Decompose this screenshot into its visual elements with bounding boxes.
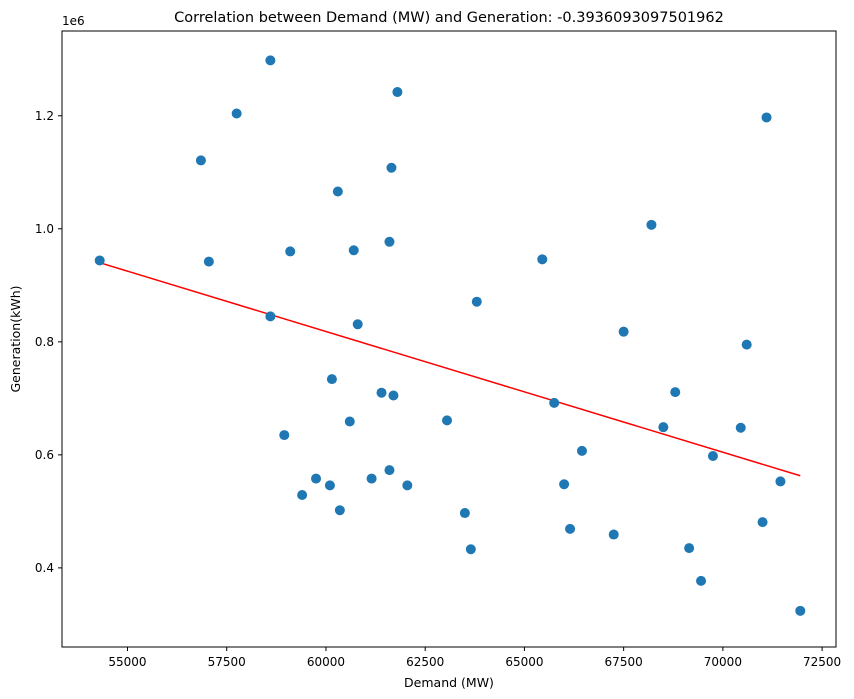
- scatter-point: [658, 422, 669, 433]
- scatter-point: [326, 374, 337, 385]
- scatter-point: [646, 219, 657, 230]
- y-tick-label: 1.2: [35, 109, 54, 123]
- scatter-point: [608, 529, 619, 540]
- scatter-point: [297, 489, 308, 500]
- scatter-point: [384, 465, 395, 476]
- scatter-point: [707, 450, 718, 461]
- scatter-point: [696, 575, 707, 586]
- y-axis-label: Generation(kWh): [8, 285, 23, 392]
- scatter-point: [471, 296, 482, 307]
- scatter-point: [442, 415, 453, 426]
- scatter-point: [670, 387, 681, 398]
- scatter-point: [684, 543, 695, 554]
- x-tick-label: 72500: [803, 655, 841, 669]
- x-tick-label: 65000: [505, 655, 543, 669]
- trend-line-layer: [99, 261, 801, 477]
- scatter-point: [757, 517, 768, 528]
- scatter-point: [366, 473, 377, 484]
- scatter-point: [761, 112, 772, 123]
- scatter-point: [285, 246, 296, 257]
- scatter-point: [352, 319, 363, 330]
- scatter-point: [332, 186, 343, 197]
- scatter-point: [388, 390, 399, 401]
- scatter-point: [311, 473, 322, 484]
- scatter-point: [265, 55, 276, 66]
- scatter-point: [195, 155, 206, 166]
- x-tick-label: 60000: [307, 655, 345, 669]
- scatter-point: [795, 605, 806, 616]
- regression-line: [99, 261, 801, 477]
- scatter-point: [735, 422, 746, 433]
- x-tick-label: 55000: [108, 655, 146, 669]
- scatter-point: [565, 523, 576, 534]
- scatter-point: [94, 255, 105, 266]
- scatter-point: [559, 479, 570, 490]
- y-tick-label: 0.8: [35, 335, 54, 349]
- scatter-point: [279, 430, 290, 441]
- scatter-point: [386, 162, 397, 173]
- x-tick-label: 67500: [605, 655, 643, 669]
- scatter-point: [348, 245, 359, 256]
- scatter-point: [231, 108, 242, 119]
- y-tick-label: 1.0: [35, 222, 54, 236]
- scatter-point: [344, 416, 355, 427]
- scatter-point: [402, 480, 413, 491]
- scatter-point: [618, 326, 629, 337]
- x-tick-label: 70000: [704, 655, 742, 669]
- y-tick-label: 0.4: [35, 561, 54, 575]
- scatter-point: [324, 480, 335, 491]
- x-tick-label: 57500: [208, 655, 246, 669]
- scatter-points: [94, 55, 806, 616]
- y-tick-label: 0.6: [35, 448, 54, 462]
- scatter-point: [576, 445, 587, 456]
- scatter-point: [265, 311, 276, 322]
- scatter-point: [384, 236, 395, 247]
- scatter-point: [537, 254, 548, 265]
- scatter-point: [459, 508, 470, 519]
- x-axis-ticks: 55000 57500 60000 62500 65000 67500 70000 72500: [108, 647, 841, 669]
- scatter-point: [775, 476, 786, 487]
- y-axis-ticks: 0.4 0.6 0.8 1.0 1.2: [35, 109, 62, 575]
- axes-frame: [61, 30, 837, 648]
- scatter-point: [741, 339, 752, 350]
- y-axis-offset-label: 1e6: [62, 14, 85, 28]
- scatter-point: [376, 387, 387, 398]
- scatter-point: [465, 544, 476, 555]
- scatter-point: [203, 256, 214, 267]
- scatter-point: [392, 87, 403, 98]
- x-tick-label: 62500: [406, 655, 444, 669]
- scatter-point: [334, 505, 345, 516]
- chart-title: Correlation between Demand (MW) and Gene…: [174, 10, 724, 26]
- scatter-point: [549, 397, 560, 408]
- x-axis-label: Demand (MW): [404, 675, 494, 690]
